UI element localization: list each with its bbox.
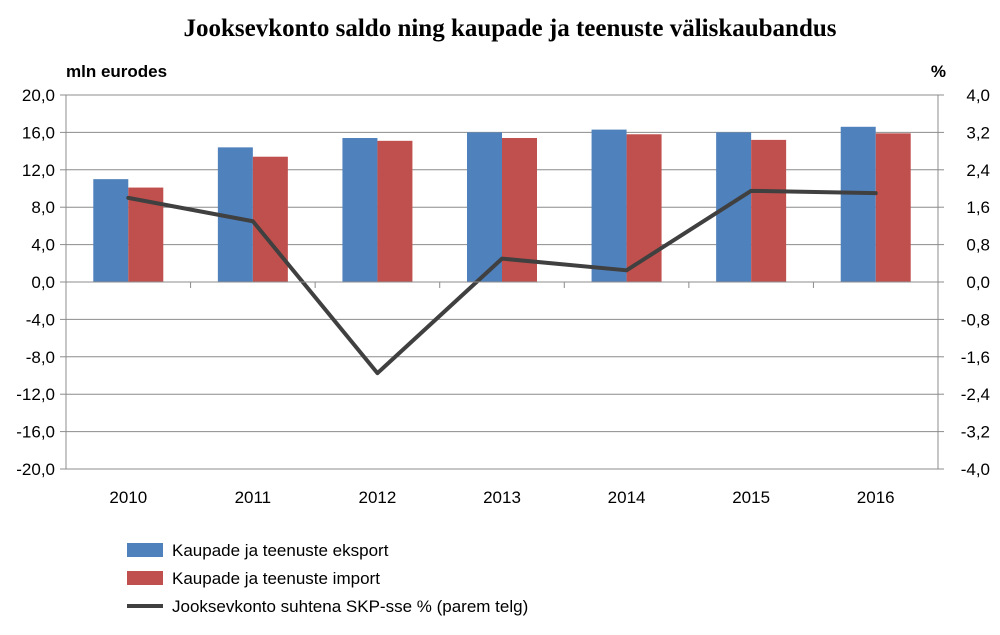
right-axis-tick-label: -3,2: [961, 423, 990, 442]
legend-swatch: [127, 571, 163, 585]
right-axis-tick-label: -4,0: [961, 460, 990, 479]
bar: [342, 138, 378, 282]
right-axis-tick-label: -2,4: [961, 385, 990, 404]
legend: Kaupade ja teenuste eksport Kaupade ja te…: [127, 541, 528, 616]
legend-label: Kaupade ja teenuste eksport: [172, 541, 389, 560]
bar: [716, 132, 752, 282]
right-axis-tick-label: 4,0: [966, 86, 990, 105]
left-axis-tick-label: 4,0: [31, 236, 55, 255]
x-axis-tick-label: 2010: [109, 488, 147, 507]
bar: [93, 179, 129, 282]
right-axis-tick-label: 2,4: [966, 161, 990, 180]
left-axis-tick-label: 20,0: [22, 86, 55, 105]
line-series: [126, 188, 878, 376]
left-axis-tick-label: -20,0: [16, 460, 55, 479]
right-axis-tick-label: -0,8: [961, 310, 990, 329]
left-axis-tick-label: -12,0: [16, 385, 55, 404]
right-axis-tick-label: 1,6: [966, 198, 990, 217]
x-axis-tick-label: 2012: [359, 488, 397, 507]
bar: [875, 133, 911, 282]
bar: [467, 132, 502, 282]
legend-label: Kaupade ja teenuste import: [172, 569, 380, 588]
legend-label: Jooksevkonto suhtena SKP-sse % (parem te…: [172, 597, 528, 616]
bar: [591, 129, 627, 282]
bar: [751, 139, 787, 282]
chart-title: Jooksevkonto saldo ning kaupade ja teenu…: [184, 15, 837, 42]
x-axis-tick-label: 2013: [483, 488, 521, 507]
right-axis-tick-label: 0,8: [966, 236, 990, 255]
left-axis-tick-label: -4,0: [26, 310, 55, 329]
legend-swatch: [127, 543, 163, 557]
bar: [840, 126, 876, 282]
axes: [60, 94, 944, 470]
tick-labels: 20,0 4,0 16,0 3,2 12,0 2,4 8,0 1,6 4,0 0,8 0,0 0,0 -…: [16, 86, 990, 507]
left-axis-tick-label: 8,0: [31, 198, 55, 217]
left-axis-tick-label: 12,0: [22, 161, 55, 180]
right-axis-tick-label: 3,2: [966, 123, 990, 142]
x-axis-tick-label: 2016: [857, 488, 895, 507]
x-axis-tick-label: 2011: [235, 488, 272, 507]
left-axis-unit-label: mln eurodes: [66, 62, 167, 81]
x-axis-tick-label: 2015: [732, 488, 770, 507]
left-axis-tick-label: -16,0: [16, 423, 55, 442]
right-axis-tick-label: -1,6: [961, 348, 990, 367]
right-axis-unit-label: %: [931, 62, 946, 81]
left-axis-tick-label: -8,0: [26, 348, 55, 367]
bar: [252, 156, 288, 282]
bar: [377, 140, 413, 282]
left-axis-tick-label: 0,0: [31, 273, 55, 292]
bars: [93, 126, 911, 282]
left-axis-tick-label: 16,0: [22, 123, 55, 142]
series-line: [126, 188, 878, 376]
x-axis-tick-label: 2014: [608, 488, 646, 507]
right-axis-tick-label: 0,0: [966, 273, 990, 292]
